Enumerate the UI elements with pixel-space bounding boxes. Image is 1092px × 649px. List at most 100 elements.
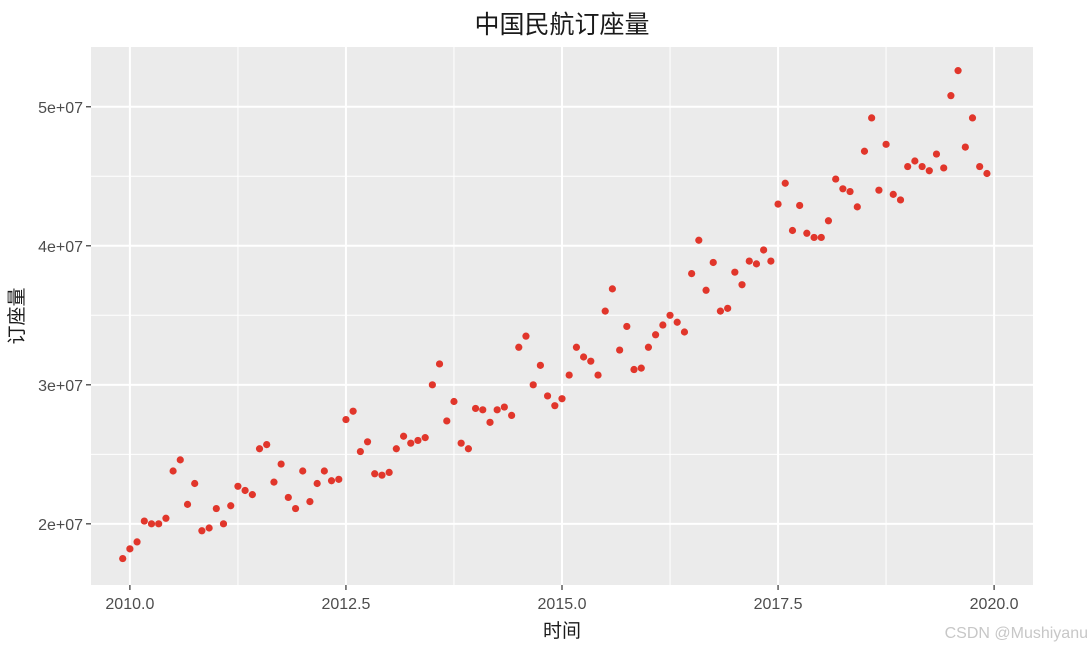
data-point — [580, 353, 588, 361]
chart-title: 中国民航订座量 — [474, 10, 649, 39]
data-point — [212, 504, 220, 513]
data-point — [205, 524, 213, 532]
data-point — [543, 392, 552, 400]
data-point — [608, 285, 616, 293]
data-point — [435, 360, 444, 368]
data-point — [392, 445, 400, 453]
data-point — [616, 346, 624, 354]
data-point — [335, 475, 343, 483]
data-point — [378, 471, 386, 479]
data-point — [219, 520, 228, 528]
data-point — [810, 233, 818, 242]
data-point — [623, 322, 631, 331]
data-point — [176, 456, 184, 464]
major-gridlines — [91, 47, 1033, 585]
data-point — [781, 179, 789, 187]
data-point — [234, 482, 242, 490]
data-point — [371, 470, 379, 478]
data-point — [356, 447, 364, 456]
data-point — [702, 286, 710, 294]
y-tick-label: 4e+07 — [38, 239, 83, 256]
data-point — [270, 478, 278, 486]
data-point — [940, 164, 948, 172]
data-point — [875, 186, 883, 194]
data-point — [695, 236, 703, 244]
data-point — [291, 504, 300, 513]
data-point — [911, 157, 919, 165]
data-point — [342, 415, 350, 424]
data-point — [976, 162, 984, 171]
data-point — [133, 538, 141, 546]
data-point — [493, 406, 501, 414]
x-tick-label: 2015.0 — [538, 596, 587, 613]
data-point — [169, 467, 177, 475]
data-point — [363, 438, 372, 446]
data-point — [666, 311, 674, 319]
data-point — [680, 328, 689, 336]
data-point — [637, 364, 645, 372]
data-point — [183, 500, 192, 508]
data-point — [198, 527, 206, 535]
data-point — [738, 281, 746, 289]
data-point — [954, 67, 962, 75]
data-point — [191, 479, 199, 488]
data-point — [803, 229, 811, 237]
data-point — [673, 318, 681, 326]
data-point — [839, 185, 847, 193]
data-point — [832, 175, 840, 183]
data-point — [587, 357, 595, 365]
data-point — [817, 233, 825, 242]
data-point — [277, 460, 285, 468]
data-point — [918, 162, 926, 171]
data-point — [896, 196, 905, 204]
data-point — [500, 403, 508, 411]
data-point — [860, 147, 869, 155]
x-axis-title: 时间 — [543, 620, 581, 642]
data-point — [709, 258, 717, 267]
data-point — [399, 432, 408, 440]
data-point — [479, 406, 487, 414]
data-point — [983, 169, 991, 178]
data-point — [601, 307, 609, 315]
data-point — [572, 343, 581, 351]
data-point — [774, 200, 782, 208]
data-point — [868, 114, 876, 122]
data-point — [788, 226, 797, 235]
data-point — [651, 331, 660, 339]
data-point — [731, 268, 739, 276]
data-point — [471, 404, 480, 413]
data-point — [508, 411, 516, 419]
data-point — [536, 361, 544, 369]
data-point — [947, 92, 955, 100]
data-point — [306, 497, 314, 506]
x-tick-label: 2010.0 — [105, 596, 154, 613]
data-point — [796, 201, 804, 210]
watermark: CSDN @Mushiyanu — [944, 625, 1088, 642]
data-point — [558, 395, 566, 403]
data-point — [486, 418, 494, 426]
x-axis: 2010.0 2012.5 2015.0 2017.5 2020.0 — [105, 585, 1019, 613]
data-point — [248, 491, 256, 499]
data-point — [529, 381, 537, 389]
data-point — [155, 520, 163, 528]
data-point — [421, 434, 429, 442]
data-point — [630, 365, 638, 374]
y-axis: 2e+07 3e+07 4e+07 5e+07 — [38, 100, 91, 534]
data-point — [760, 246, 768, 254]
data-point — [846, 187, 854, 196]
y-tick-label: 3e+07 — [38, 378, 83, 395]
data-point — [457, 439, 465, 447]
data-point — [904, 162, 912, 171]
y-tick-label: 2e+07 — [38, 517, 83, 534]
data-point — [594, 371, 602, 379]
data-point — [313, 479, 321, 488]
data-point — [464, 445, 473, 453]
data-point — [925, 167, 933, 175]
data-point — [515, 343, 523, 351]
data-point — [140, 517, 148, 525]
data-point — [644, 343, 653, 351]
data-point — [968, 114, 977, 122]
data-point — [327, 477, 336, 485]
y-axis-title: 订座量 — [6, 287, 28, 344]
